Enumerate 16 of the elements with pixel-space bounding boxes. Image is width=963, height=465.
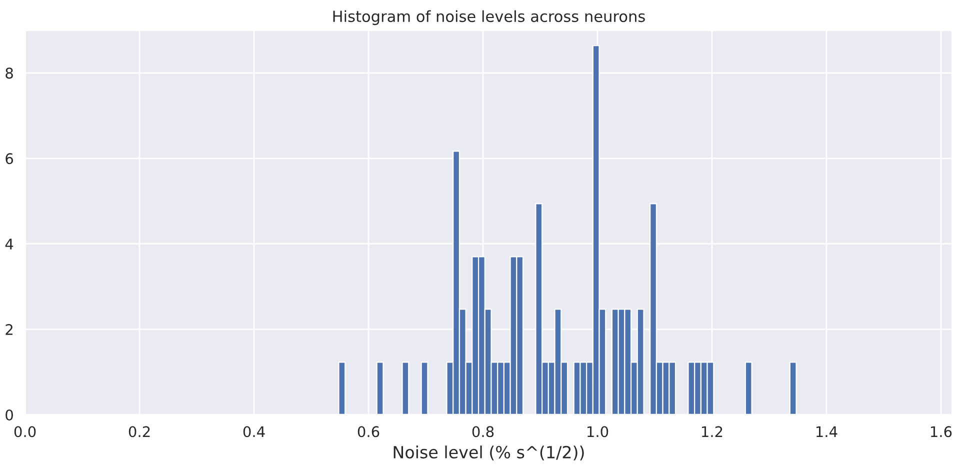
x-tick-label: 1.2 <box>702 426 722 437</box>
x-tick-label: 0.2 <box>128 426 150 438</box>
x-tick-label: 0.6 <box>358 426 380 438</box>
x-tick-label: 1.6 <box>930 426 952 438</box>
x-tick-label: 1.0 <box>587 426 608 438</box>
chart-title: Histogram of noise levels across neurons <box>333 10 645 26</box>
x-tick-label: 0.0 <box>14 426 36 438</box>
x-tick-label: 0.4 <box>243 426 265 438</box>
y-tick-label: 6 <box>6 153 14 164</box>
y-tick-label: 0 <box>6 409 13 421</box>
y-tick-label: 2 <box>6 324 12 335</box>
x-axis-title: Noise level (% s^(1/2)) <box>394 446 584 460</box>
x-tick-label: 1.4 <box>816 426 838 437</box>
x-tick-label: 0.8 <box>472 426 494 438</box>
y-tick-label: 4 <box>5 238 14 250</box>
y-tick-label: 8 <box>6 68 13 79</box>
